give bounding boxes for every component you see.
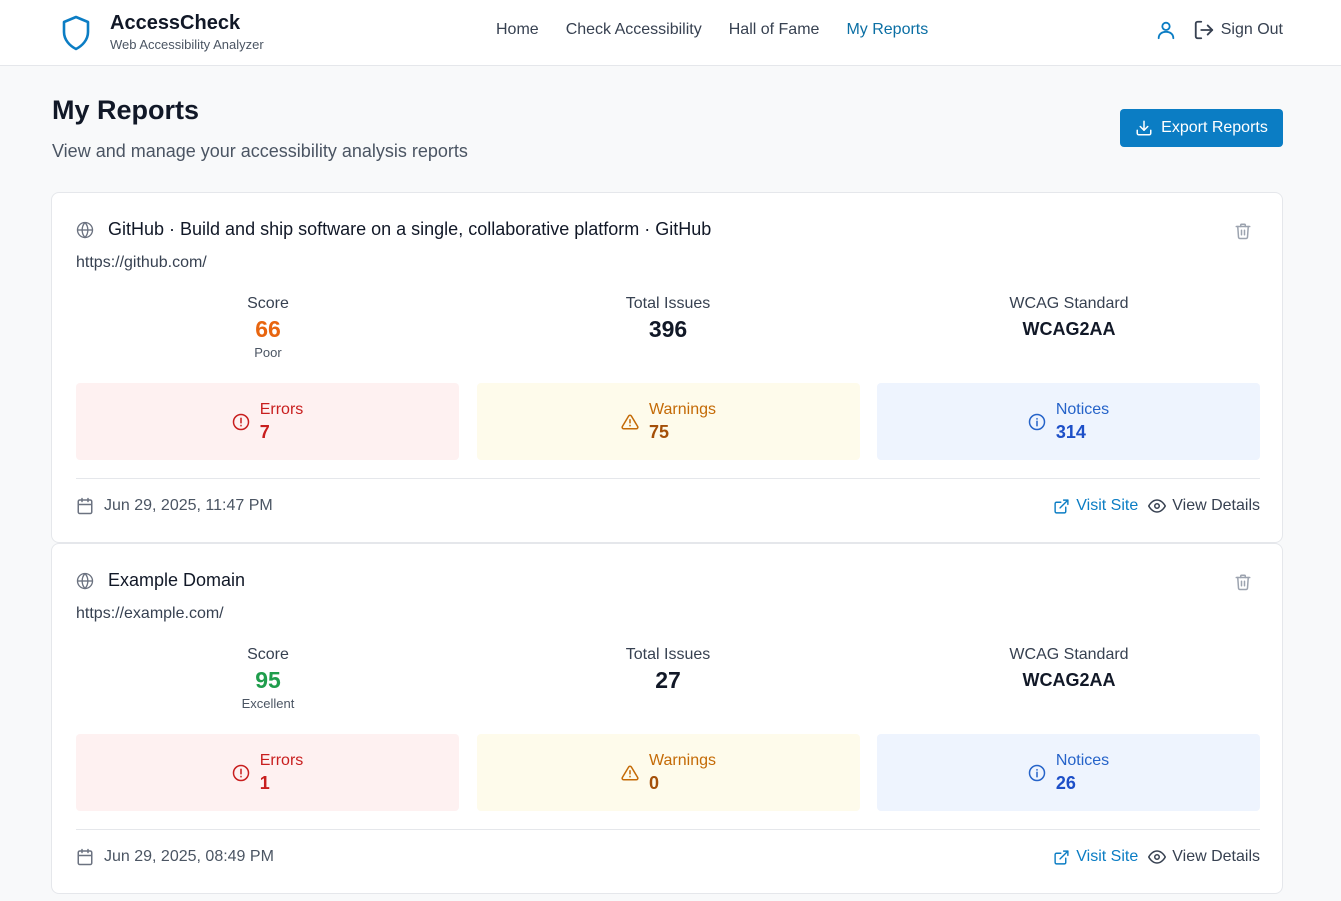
delete-report-button[interactable]: [1234, 573, 1252, 596]
calendar-icon: [77, 848, 93, 866]
score-label: Score: [247, 646, 289, 663]
delete-report-button[interactable]: [1234, 222, 1252, 245]
wcag-label: WCAG Standard: [1009, 295, 1129, 312]
warnings-label: Warnings: [649, 751, 716, 769]
external-link-icon: [1054, 849, 1069, 865]
calendar-icon: [77, 497, 93, 515]
info-icon: [1028, 764, 1046, 781]
report-date-text: Jun 29, 2025, 11:47 PM: [104, 497, 273, 514]
report-card: Example Domain https://example.com/ Scor…: [51, 543, 1283, 894]
nav-my-reports[interactable]: My Reports: [846, 21, 929, 38]
nav-home[interactable]: Home: [496, 21, 539, 38]
notices-label: Notices: [1055, 400, 1110, 418]
report-card: GitHub · Build and ship software on a si…: [51, 192, 1283, 543]
info-icon: [1028, 413, 1046, 430]
sign-out-label: Sign Out: [1220, 21, 1283, 38]
warnings-box: Warnings 75: [477, 383, 860, 460]
view-details-label: View Details: [1172, 497, 1260, 514]
errors-box: Errors 7: [76, 383, 459, 460]
report-url: https://github.com/: [76, 254, 207, 271]
user-profile-button[interactable]: [1155, 19, 1177, 41]
report-date: Jun 29, 2025, 08:49 PM: [76, 848, 274, 866]
total-issues-label: Total Issues: [625, 295, 711, 312]
score-value: 66: [255, 316, 281, 342]
report-title: GitHub · Build and ship software on a si…: [108, 219, 712, 239]
notices-box: Notices 26: [877, 734, 1260, 811]
shield-icon: [62, 15, 90, 51]
report-url: https://example.com/: [76, 605, 224, 622]
score-label: Score: [247, 295, 289, 312]
page-subtitle: View and manage your accessibility analy…: [52, 141, 468, 161]
user-area: Sign Out: [1155, 19, 1283, 41]
warnings-label: Warnings: [649, 400, 716, 418]
view-details-label: View Details: [1172, 848, 1260, 865]
eye-icon: [1148, 850, 1167, 864]
notices-count: 26: [1055, 772, 1076, 793]
visit-site-label: Visit Site: [1076, 497, 1139, 514]
total-issues-stat: Total Issues 396: [518, 294, 818, 344]
download-icon: [1136, 120, 1152, 136]
alert-triangle-icon: [621, 764, 639, 780]
errors-label: Errors: [259, 751, 304, 769]
trash-icon: [1235, 574, 1251, 591]
wcag-stat: WCAG Standard WCAG2AA: [919, 294, 1219, 342]
card-divider: [76, 829, 1260, 830]
alert-circle-icon: [232, 413, 249, 430]
total-issues-value: 396: [648, 316, 688, 342]
page-title: My Reports: [52, 95, 200, 125]
report-date-text: Jun 29, 2025, 08:49 PM: [104, 848, 274, 865]
globe-icon: [76, 572, 94, 590]
notices-count: 314: [1055, 421, 1086, 442]
report-date: Jun 29, 2025, 11:47 PM: [76, 497, 273, 515]
total-issues-stat: Total Issues 27: [518, 645, 818, 695]
app-subtitle: Web Accessibility Analyzer: [110, 37, 264, 52]
notices-box: Notices 314: [877, 383, 1260, 460]
app-name: AccessCheck: [110, 12, 241, 34]
top-header: AccessCheck Web Accessibility Analyzer H…: [0, 0, 1341, 66]
visit-site-link[interactable]: Visit Site: [1053, 497, 1138, 515]
export-reports-label: Export Reports: [1161, 119, 1268, 136]
report-title: Example Domain: [108, 570, 246, 590]
card-divider: [76, 478, 1260, 479]
errors-label: Errors: [259, 400, 304, 418]
brand-logo[interactable]: AccessCheck Web Accessibility Analyzer: [60, 12, 264, 52]
wcag-stat: WCAG Standard WCAG2AA: [919, 645, 1219, 693]
score-rating: Excellent: [241, 696, 295, 711]
errors-box: Errors 1: [76, 734, 459, 811]
user-icon: [1157, 21, 1174, 40]
warnings-box: Warnings 0: [477, 734, 860, 811]
visit-site-link[interactable]: Visit Site: [1053, 848, 1138, 866]
score-value: 95: [255, 667, 281, 693]
nav-hall-of-fame[interactable]: Hall of Fame: [728, 21, 820, 38]
score-stat: Score 95 Excellent: [118, 645, 418, 713]
errors-count: 1: [259, 772, 270, 793]
total-issues-value: 27: [655, 667, 681, 693]
trash-icon: [1235, 223, 1251, 240]
warnings-count: 0: [649, 772, 660, 793]
sign-out-button[interactable]: Sign Out: [1193, 19, 1283, 41]
errors-count: 7: [259, 421, 270, 442]
alert-circle-icon: [232, 764, 249, 781]
sign-out-icon: [1194, 20, 1213, 40]
view-details-button[interactable]: View Details: [1148, 848, 1260, 866]
wcag-value: WCAG2AA: [1022, 670, 1116, 690]
main-nav: Home Check Accessibility Hall of Fame My…: [496, 20, 928, 40]
total-issues-label: Total Issues: [625, 646, 711, 663]
external-link-icon: [1054, 498, 1069, 514]
globe-icon: [76, 221, 94, 239]
export-reports-button[interactable]: Export Reports: [1120, 109, 1283, 147]
score-rating: Poor: [254, 345, 282, 360]
warnings-count: 75: [649, 421, 670, 442]
alert-triangle-icon: [621, 413, 639, 429]
score-stat: Score 66 Poor: [118, 294, 418, 362]
eye-icon: [1148, 499, 1167, 513]
wcag-value: WCAG2AA: [1022, 319, 1116, 339]
nav-check-accessibility[interactable]: Check Accessibility: [565, 21, 702, 38]
view-details-button[interactable]: View Details: [1148, 497, 1260, 515]
notices-label: Notices: [1055, 751, 1110, 769]
wcag-label: WCAG Standard: [1009, 646, 1129, 663]
visit-site-label: Visit Site: [1076, 848, 1139, 865]
